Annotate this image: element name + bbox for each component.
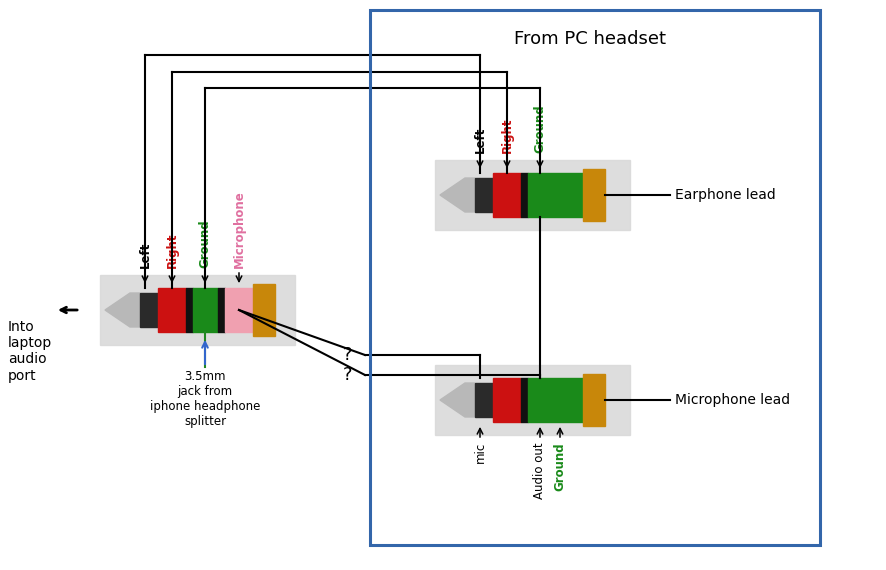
Polygon shape <box>440 178 475 212</box>
Text: Microphone lead: Microphone lead <box>675 393 790 407</box>
Text: Left: Left <box>473 127 486 153</box>
Bar <box>521 378 528 422</box>
Bar <box>435 160 630 230</box>
Bar <box>140 293 158 327</box>
Text: Into
laptop
audio
port: Into laptop audio port <box>8 320 52 382</box>
Polygon shape <box>105 293 140 327</box>
Text: Left: Left <box>138 242 152 268</box>
Bar <box>493 173 521 217</box>
Bar <box>100 275 295 345</box>
Bar <box>435 365 630 435</box>
Text: ?: ? <box>343 366 352 384</box>
Polygon shape <box>440 383 475 417</box>
Text: 3.5mm
jack from
iphone headphone
splitter: 3.5mm jack from iphone headphone splitte… <box>150 370 260 428</box>
Bar <box>193 288 218 332</box>
Bar <box>218 288 225 332</box>
Text: Audio out: Audio out <box>533 442 547 499</box>
Bar <box>521 173 528 217</box>
Bar <box>583 169 605 221</box>
Bar <box>528 378 583 422</box>
Text: ?: ? <box>343 346 352 364</box>
Bar <box>493 378 521 422</box>
Text: mic: mic <box>473 442 486 463</box>
Text: Right: Right <box>166 233 178 268</box>
Text: Ground: Ground <box>198 219 212 268</box>
Bar <box>475 178 493 212</box>
Text: Ground: Ground <box>533 104 547 153</box>
Text: Ground: Ground <box>554 442 566 491</box>
Bar <box>225 288 253 332</box>
Bar <box>583 374 605 426</box>
Text: Microphone: Microphone <box>232 190 245 268</box>
Bar <box>186 288 193 332</box>
Bar <box>475 383 493 417</box>
Bar <box>370 10 820 545</box>
Bar <box>253 284 275 336</box>
Text: Right: Right <box>501 117 514 153</box>
Text: Earphone lead: Earphone lead <box>675 188 776 202</box>
Bar <box>158 288 186 332</box>
Text: From PC headset: From PC headset <box>514 30 666 48</box>
Bar <box>528 173 583 217</box>
